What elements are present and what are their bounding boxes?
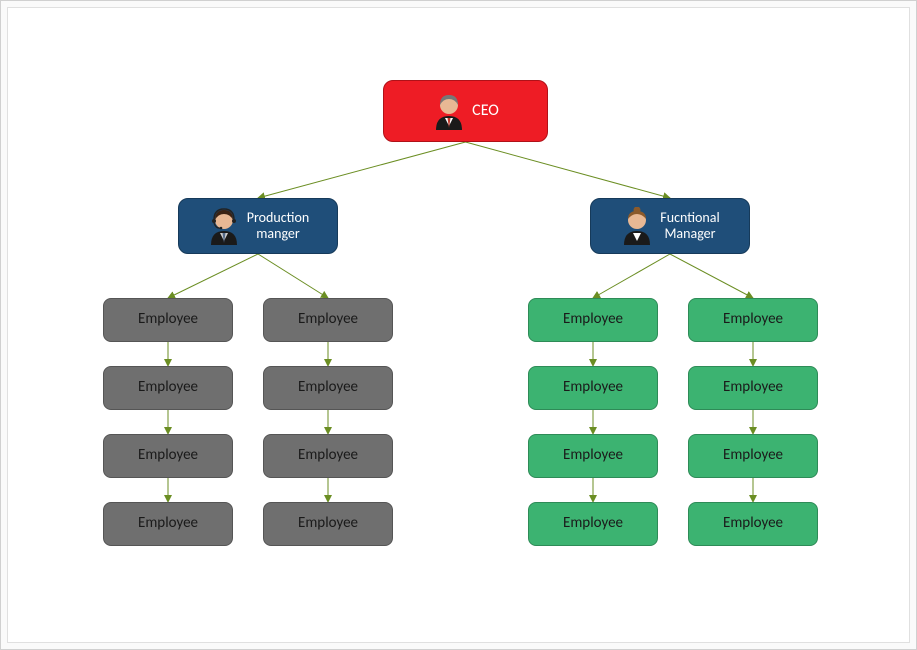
ceo-label: CEO xyxy=(472,102,499,120)
employee-label: Employee xyxy=(298,515,358,532)
employee-node: Employee xyxy=(688,434,818,478)
employee-node: Employee xyxy=(263,502,393,546)
employee-label: Employee xyxy=(138,311,198,328)
employee-label: Employee xyxy=(298,379,358,396)
employee-label: Employee xyxy=(563,515,623,532)
employee-node: Employee xyxy=(103,366,233,410)
employee-node: Employee xyxy=(528,366,658,410)
employee-node: Employee xyxy=(688,502,818,546)
employee-node: Employee xyxy=(528,298,658,342)
employee-node: Employee xyxy=(103,502,233,546)
employee-label: Employee xyxy=(723,379,783,396)
functional-manager-label: FucntionalManager xyxy=(660,210,719,242)
employee-label: Employee xyxy=(563,311,623,328)
ceo-avatar-icon xyxy=(432,92,466,130)
production-manager-node: Productionmanger xyxy=(178,198,338,254)
employee-label: Employee xyxy=(138,447,198,464)
employee-node: Employee xyxy=(263,298,393,342)
employee-label: Employee xyxy=(138,379,198,396)
ceo-node: CEO xyxy=(383,80,548,142)
employee-label: Employee xyxy=(723,311,783,328)
employee-label: Employee xyxy=(563,447,623,464)
employee-node: Employee xyxy=(263,434,393,478)
functional-manager-avatar-icon xyxy=(620,207,654,245)
functional-manager-node: FucntionalManager xyxy=(590,198,750,254)
employee-node: Employee xyxy=(103,434,233,478)
employee-label: Employee xyxy=(723,447,783,464)
employee-node: Employee xyxy=(688,298,818,342)
employee-node: Employee xyxy=(528,502,658,546)
employee-label: Employee xyxy=(138,515,198,532)
employee-node: Employee xyxy=(528,434,658,478)
employee-label: Employee xyxy=(298,447,358,464)
outer-frame: CEO Productionmanger FucntionalManager E… xyxy=(0,0,917,650)
employee-node: Employee xyxy=(263,366,393,410)
employee-label: Employee xyxy=(298,311,358,328)
employee-label: Employee xyxy=(563,379,623,396)
production-manager-label: Productionmanger xyxy=(247,210,309,242)
diagram-canvas: CEO Productionmanger FucntionalManager E… xyxy=(7,7,910,643)
employee-label: Employee xyxy=(723,515,783,532)
employee-node: Employee xyxy=(688,366,818,410)
production-manager-avatar-icon xyxy=(207,207,241,245)
employee-node: Employee xyxy=(103,298,233,342)
